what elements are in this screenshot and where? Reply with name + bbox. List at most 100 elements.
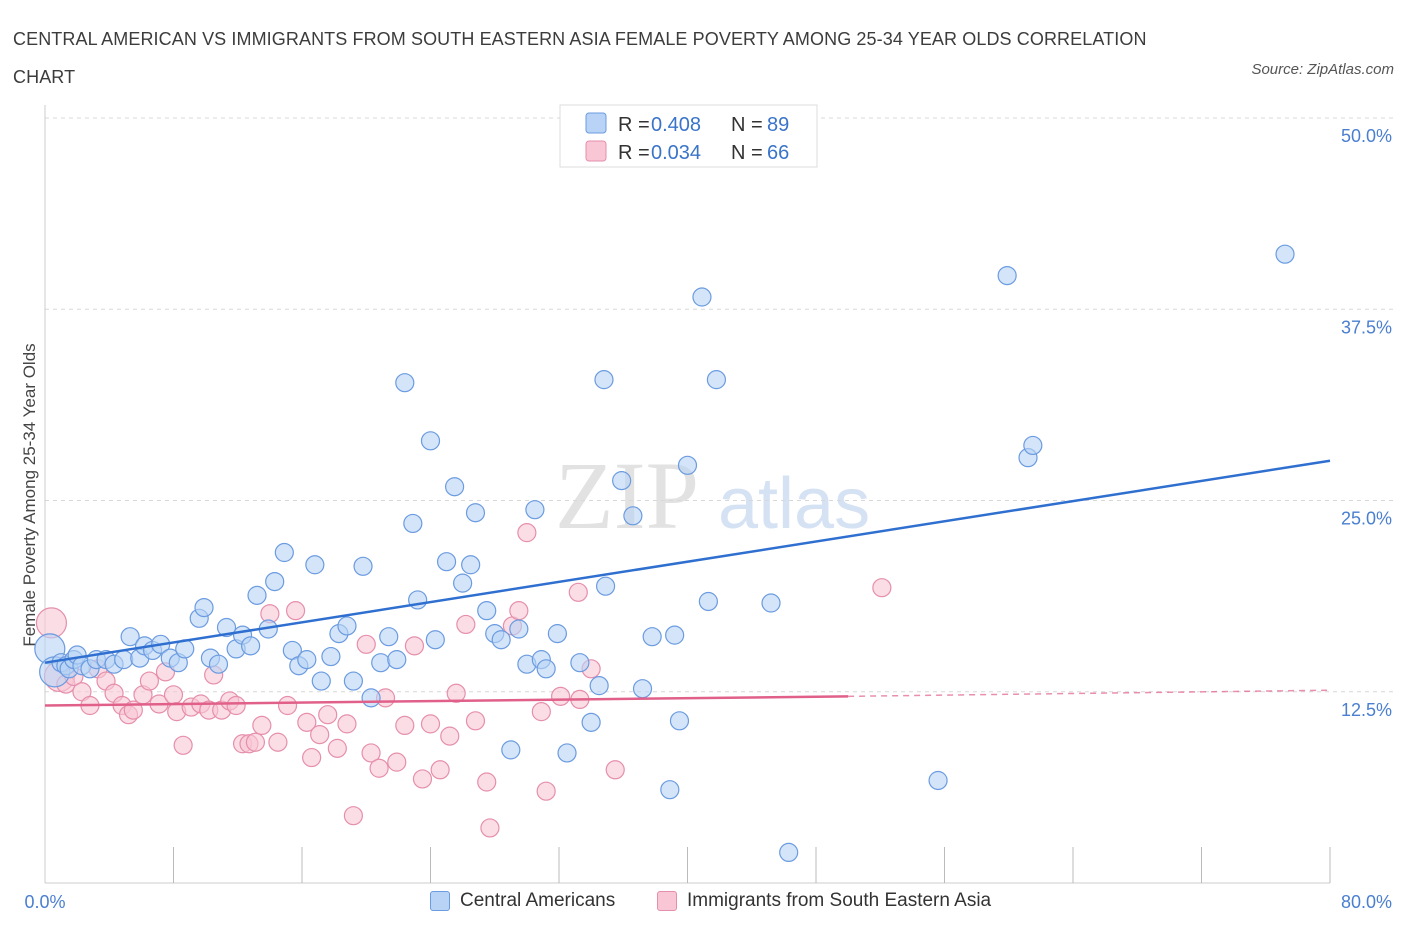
central-americans-point — [274, 542, 294, 563]
immigrants-point — [517, 523, 537, 543]
immigrants-point — [285, 601, 306, 621]
x-ticks — [173, 847, 1331, 883]
central-americans-point — [1275, 244, 1295, 264]
central-americans-point — [997, 265, 1017, 286]
central-americans-point — [612, 471, 632, 491]
immigrants-point — [387, 752, 407, 772]
central-americans-point — [501, 740, 521, 760]
y-tick-labels: 12.5% 25.0% 37.5% 50.0% — [1341, 126, 1392, 720]
immigrants-point — [872, 578, 892, 598]
gridlines — [45, 117, 1395, 693]
immigrants-point — [173, 735, 193, 755]
trend-line-immigrants — [44, 695, 849, 707]
bottom-legend-central-americans: Central Americans — [430, 890, 615, 912]
central-americans-point — [547, 624, 567, 644]
immigrants-point — [456, 614, 476, 635]
legend-r-label-1: R = — [618, 114, 650, 136]
y-tick-label-1: 25.0% — [1341, 509, 1392, 529]
central-americans-point — [665, 625, 685, 645]
immigrants-point — [318, 705, 338, 725]
immigrants-point — [343, 806, 363, 826]
immigrants-point — [268, 732, 288, 752]
central-americans-point — [247, 585, 267, 605]
watermark-zip: ZIP — [555, 442, 699, 549]
central-americans-point — [387, 650, 407, 670]
immigrants-point — [245, 732, 266, 752]
legend-r-label-2: R = — [618, 142, 650, 164]
y-tick-label-3: 50.0% — [1341, 126, 1392, 146]
central-americans-point — [241, 636, 261, 656]
central-americans-point — [305, 555, 325, 575]
central-americans-point — [525, 500, 545, 520]
immigrants-point — [163, 685, 184, 705]
immigrants-point — [277, 695, 298, 716]
immigrants-point — [302, 747, 322, 768]
central-americans-point — [379, 627, 399, 647]
central-americans-point — [403, 513, 423, 534]
central-americans-point — [114, 650, 134, 670]
central-americans-point — [642, 627, 662, 647]
legend-box: R = 0.408 N = 89 R = 0.034 N = 66 — [559, 104, 818, 168]
chart-title: CENTRAL AMERICAN VS IMMIGRANTS FROM SOUT… — [13, 29, 1147, 87]
immigrants-point — [395, 715, 415, 736]
central-americans-point — [761, 593, 781, 613]
immigrants-point — [139, 671, 160, 691]
y-tick-label-0: 12.5% — [1341, 700, 1392, 720]
central-americans-point — [589, 676, 609, 696]
central-americans-point — [692, 287, 712, 307]
immigrants-point — [568, 582, 588, 602]
immigrants-point — [440, 726, 460, 746]
central-americans-point — [491, 630, 511, 650]
immigrants-point — [446, 683, 466, 703]
legend-n-value-1: 89 — [767, 114, 789, 136]
bottom-legend-immigrants: Immigrants from South Eastern Asia — [657, 890, 991, 912]
central-americans-point — [536, 659, 556, 679]
central-americans-point — [632, 679, 653, 699]
legend-swatch-central-americans — [585, 112, 607, 134]
central-americans-point — [677, 455, 698, 475]
central-americans-point — [444, 477, 465, 497]
immigrants-point — [361, 743, 381, 763]
legend-n-value-2: 66 — [767, 142, 789, 164]
central-americans-point — [698, 591, 718, 612]
central-americans-point — [595, 576, 616, 596]
legend-r-value-2: 0.034 — [651, 142, 701, 164]
immigrants-point — [252, 715, 272, 736]
central-americans-point — [660, 780, 680, 800]
y-tick-label-2: 37.5% — [1341, 317, 1392, 337]
central-americans-point — [120, 627, 140, 647]
central-americans-point — [453, 573, 473, 593]
central-americans-point — [436, 552, 457, 572]
bottom-legend-label-central-americans: Central Americans — [460, 890, 616, 911]
x-tick-label-min: 0.0% — [24, 892, 65, 912]
immigrants-point — [536, 781, 556, 801]
central-americans-point — [706, 370, 727, 390]
central-americans-point — [420, 431, 441, 451]
central-americans-point — [581, 712, 601, 732]
immigrants-point — [369, 758, 389, 778]
central-americans-point — [395, 373, 415, 393]
immigrants-point — [509, 601, 529, 621]
central-americans-point — [216, 617, 237, 638]
immigrants-point — [337, 714, 357, 734]
central-americans-point — [194, 597, 214, 618]
legend-n-label-1: N = — [731, 114, 763, 136]
central-americans-point — [361, 688, 381, 708]
legend-r-value-1: 0.408 — [651, 114, 701, 136]
central-americans-point — [669, 711, 690, 731]
immigrants-point — [404, 636, 425, 656]
immigrants-point — [430, 760, 450, 780]
trend-line-immigrants-dashed — [848, 689, 1331, 698]
central-americans-point — [594, 370, 614, 390]
central-americans-point — [465, 503, 486, 523]
central-americans-point — [928, 770, 948, 791]
central-americans-point — [311, 671, 331, 691]
immigrants-point — [297, 712, 317, 732]
immigrants-point — [310, 724, 330, 745]
central-americans-point — [371, 653, 391, 673]
central-americans-point — [353, 556, 373, 576]
x-tick-label-max: 80.0% — [1341, 892, 1392, 912]
trend-lines — [44, 459, 1331, 707]
central-americans-point — [1023, 435, 1043, 456]
watermark-atlas: atlas — [718, 464, 870, 544]
